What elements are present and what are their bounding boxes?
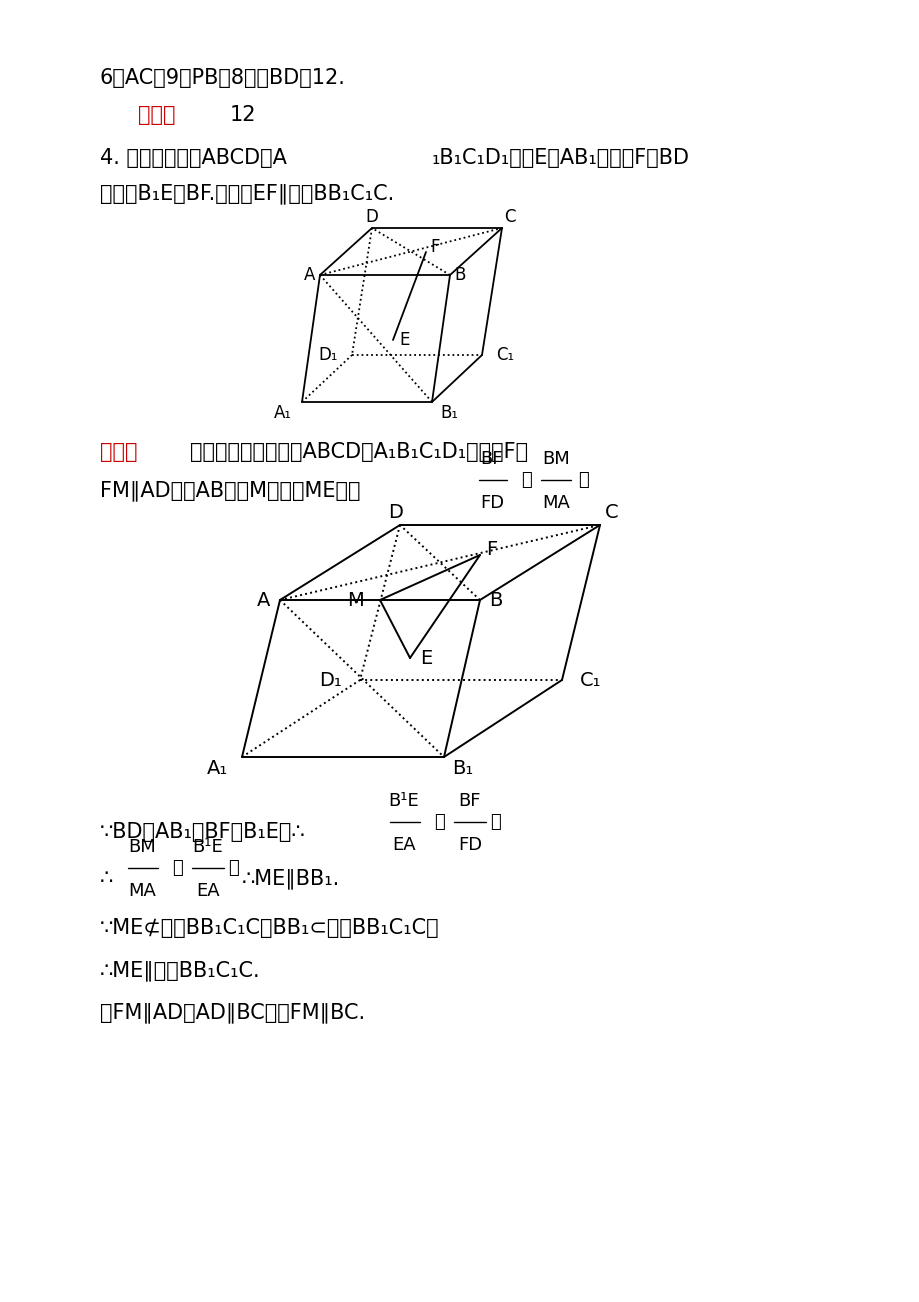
Text: ，: ， [490, 812, 500, 831]
Text: D: D [388, 503, 403, 522]
Text: ∵ME⊄平面BB₁C₁C，BB₁⊂平面BB₁C₁C，: ∵ME⊄平面BB₁C₁C，BB₁⊂平面BB₁C₁C， [100, 918, 439, 937]
Text: D: D [365, 208, 378, 227]
Text: D₁: D₁ [318, 346, 337, 365]
Text: ₁B₁C₁D₁，点E在AB₁上，点F在BD: ₁B₁C₁D₁，点E在AB₁上，点F在BD [432, 148, 689, 168]
Text: 6，AC＝9，PB＝8，故BD＝12.: 6，AC＝9，PB＝8，故BD＝12. [100, 68, 346, 89]
Text: BM: BM [128, 838, 155, 855]
Text: BF: BF [481, 450, 503, 467]
Text: FM∥AD，交AB于点M，连接ME，则: FM∥AD，交AB于点M，连接ME，则 [100, 480, 360, 501]
Text: ．: ． [577, 471, 588, 490]
Text: B₁: B₁ [439, 404, 458, 422]
Text: ＝: ＝ [172, 859, 183, 878]
Text: F: F [485, 540, 496, 559]
Text: BM: BM [541, 450, 569, 467]
Text: B₁: B₁ [451, 759, 472, 779]
Text: 如图所示．在正方体ABCD－A₁B₁C₁D₁中，过F作: 如图所示．在正方体ABCD－A₁B₁C₁D₁中，过F作 [190, 441, 528, 462]
Text: A: A [304, 266, 315, 284]
Text: 答案：: 答案： [138, 105, 176, 125]
Text: C: C [504, 208, 516, 227]
Text: B: B [454, 266, 465, 284]
Text: M: M [346, 591, 364, 609]
Text: ＝: ＝ [520, 471, 531, 490]
Text: ∴: ∴ [100, 868, 113, 888]
Text: EA: EA [391, 836, 415, 854]
Text: ∴ME∥BB₁.: ∴ME∥BB₁. [242, 868, 340, 889]
Text: E: E [399, 331, 409, 349]
Text: C₁: C₁ [495, 346, 514, 365]
Text: 4. 如图，正方体ABCD－A: 4. 如图，正方体ABCD－A [100, 148, 287, 168]
Text: ＝: ＝ [434, 812, 444, 831]
Text: ∵BD＝AB₁，BF＝B₁E，∴: ∵BD＝AB₁，BF＝B₁E，∴ [100, 822, 305, 842]
Text: A: A [257, 591, 270, 609]
Text: C₁: C₁ [579, 671, 601, 690]
Text: MA: MA [128, 881, 155, 900]
Text: A₁: A₁ [274, 404, 291, 422]
Text: MA: MA [541, 493, 569, 512]
Text: B¹E: B¹E [192, 838, 223, 855]
Text: 12: 12 [230, 105, 256, 125]
Text: 证明：: 证明： [100, 441, 137, 462]
Text: 上，且B₁E＝BF.求证：EF∥平面BB₁C₁C.: 上，且B₁E＝BF.求证：EF∥平面BB₁C₁C. [100, 184, 394, 203]
Text: 由FM∥AD，AD∥BC，知FM∥BC.: 由FM∥AD，AD∥BC，知FM∥BC. [100, 1003, 365, 1022]
Text: FD: FD [480, 493, 504, 512]
Text: ，: ， [228, 859, 239, 878]
Text: B¹E: B¹E [388, 792, 419, 810]
Text: B: B [489, 591, 502, 609]
Text: FD: FD [458, 836, 482, 854]
Text: F: F [429, 238, 439, 256]
Text: ∴ME∥平面BB₁C₁C.: ∴ME∥平面BB₁C₁C. [100, 960, 260, 980]
Text: E: E [420, 648, 432, 668]
Text: D₁: D₁ [319, 671, 342, 690]
Text: C: C [605, 503, 618, 522]
Text: A₁: A₁ [207, 759, 228, 779]
Text: EA: EA [196, 881, 220, 900]
Text: BF: BF [459, 792, 481, 810]
